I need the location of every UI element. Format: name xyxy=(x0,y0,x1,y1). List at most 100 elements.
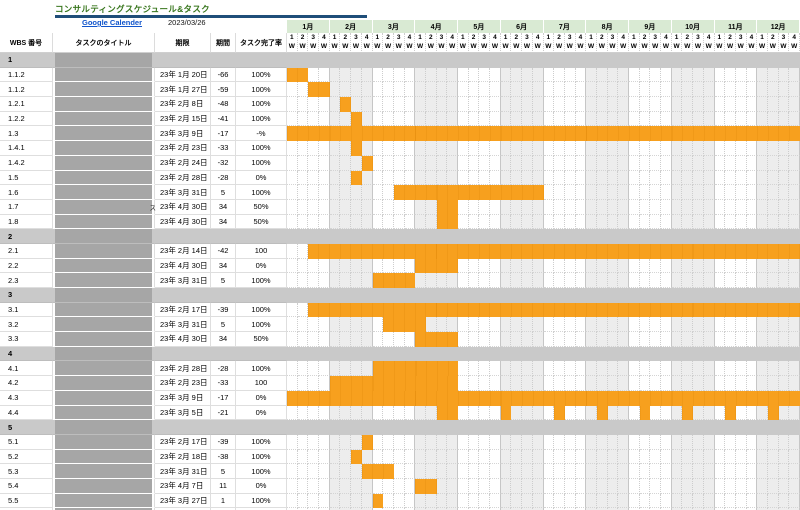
gantt-cell xyxy=(458,332,469,347)
gantt-cell xyxy=(500,508,512,510)
gantt-cell xyxy=(629,508,640,510)
gantt-cell xyxy=(746,214,758,230)
gantt-cell xyxy=(533,229,544,244)
gantt-cell xyxy=(747,53,758,68)
gantt-cell xyxy=(522,317,533,333)
gantt-cell xyxy=(297,82,309,98)
gantt-cell xyxy=(682,258,694,274)
gantt-cell xyxy=(735,155,747,171)
gantt-cell xyxy=(532,317,544,333)
gantt-cell xyxy=(383,82,394,98)
gantt-cell xyxy=(458,141,469,156)
gantt-cell xyxy=(415,347,426,362)
gantt-cell xyxy=(575,97,587,112)
gantt-cell xyxy=(544,347,555,362)
gantt-cell xyxy=(725,199,736,215)
gantt-cell xyxy=(383,67,394,83)
deadline-cell: 23年 4月 30日 xyxy=(155,199,211,215)
gantt-cell xyxy=(640,508,651,510)
gantt-cell xyxy=(746,141,758,156)
task-title-cell xyxy=(53,111,155,127)
gantt-cell xyxy=(340,199,352,215)
wbs-cell: 3.2 xyxy=(0,317,53,333)
gantt-cell xyxy=(532,141,544,156)
gantt-cell xyxy=(532,376,544,391)
gantt-cell xyxy=(383,405,394,421)
gantt-cell xyxy=(533,420,544,435)
gantt-cell xyxy=(426,288,437,303)
gantt-cell xyxy=(575,434,587,450)
gantt-cell xyxy=(703,141,715,156)
gantt-cell xyxy=(618,214,629,230)
gantt-cell xyxy=(319,97,330,112)
wbs-cell: 5.4 xyxy=(0,478,53,494)
gantt-cell xyxy=(650,288,661,303)
gantt-cell xyxy=(629,420,640,435)
gantt-cell xyxy=(468,155,480,171)
gantt-cell xyxy=(671,82,683,98)
table-row: 4.3 23年 3月 9日 -17 0% xyxy=(0,390,800,406)
gantt-cell xyxy=(597,53,608,68)
month-header-cell: 12月 xyxy=(757,20,800,33)
redaction-block xyxy=(55,361,152,376)
gantt-cell xyxy=(511,332,523,347)
gantt-cell xyxy=(351,347,362,362)
gantt-cell xyxy=(340,141,352,156)
column-header-row: WBS 番号 タスクのタイトル 期限 期間 タスク完了率 xyxy=(0,33,287,53)
gantt-cell xyxy=(629,258,640,274)
month-header-cell: 4月 xyxy=(415,20,458,33)
gantt-cell xyxy=(319,229,330,244)
gantt-cell xyxy=(522,111,533,127)
deadline-cell xyxy=(155,347,211,362)
gantt-cell xyxy=(767,199,779,215)
gantt-cell xyxy=(671,185,683,200)
google-calendar-link[interactable]: Google Calender xyxy=(82,18,143,27)
gantt-grid xyxy=(287,258,800,274)
gantt-cell xyxy=(447,82,458,98)
gantt-cell xyxy=(778,464,790,479)
gantt-cell xyxy=(778,361,790,377)
gantt-cell xyxy=(458,170,469,186)
gantt-cell xyxy=(500,141,512,156)
gantt-cell xyxy=(661,405,672,421)
gantt-cell xyxy=(586,155,597,171)
gantt-cell xyxy=(468,361,480,377)
gantt-cell xyxy=(586,288,597,303)
gantt-cell xyxy=(447,464,458,479)
gantt-cell xyxy=(565,229,576,244)
gantt-cell xyxy=(693,170,704,186)
gantt-cell xyxy=(458,67,469,83)
gantt-cell xyxy=(661,170,672,186)
gantt-cell xyxy=(661,508,672,510)
gantt-cell xyxy=(500,376,512,391)
gantt-cell xyxy=(671,273,683,288)
gantt-cell xyxy=(405,347,416,362)
deadline-cell: 23年 2月 17日 xyxy=(155,302,211,318)
gantt-cell xyxy=(373,508,384,510)
gantt-cell xyxy=(639,317,651,333)
gantt-cell xyxy=(543,214,555,230)
wbs-cell: 1.2.1 xyxy=(0,97,53,112)
section-row: 1 xyxy=(0,53,800,68)
gantt-cell xyxy=(735,361,747,377)
gantt-cell xyxy=(650,449,662,465)
gantt-cell xyxy=(714,141,726,156)
gantt-cell xyxy=(564,141,576,156)
gantt-cell xyxy=(629,97,640,112)
gantt-cell xyxy=(757,449,768,465)
gantt-cell xyxy=(618,155,629,171)
wbs-cell: 5.1 xyxy=(0,434,53,450)
gantt-cell xyxy=(768,347,779,362)
gantt-cell xyxy=(554,434,565,450)
gantt-cell xyxy=(287,258,298,274)
gantt-cell xyxy=(415,493,426,509)
gantt-cell xyxy=(778,82,790,98)
gantt-row xyxy=(287,155,800,171)
table-row: 3.3 23年 4月 30日 34 50% xyxy=(0,332,800,347)
completion-cell: 100% xyxy=(236,302,287,318)
gantt-cell xyxy=(735,317,747,333)
gantt-cell xyxy=(361,478,373,494)
